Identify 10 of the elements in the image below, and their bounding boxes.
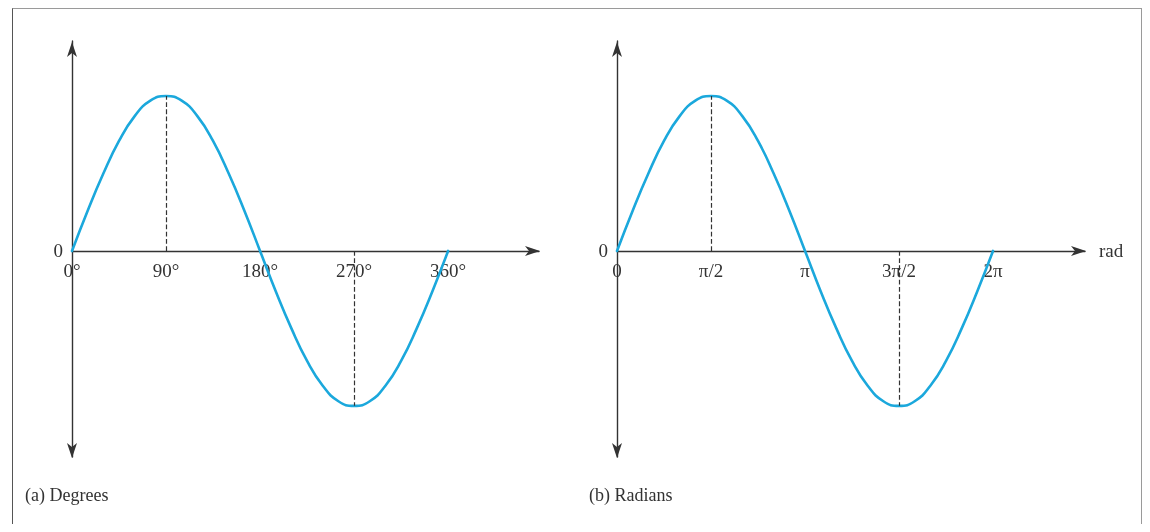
x-tick-label: π/2 bbox=[698, 259, 724, 281]
x-axis-title: rad bbox=[1099, 240, 1124, 262]
text: (a) Degrees bbox=[25, 485, 109, 506]
x-tick-label: π bbox=[800, 259, 811, 281]
text: (b) Radians bbox=[589, 485, 673, 506]
x-tick-label: 90° bbox=[152, 259, 180, 281]
x-tick-label: 270° bbox=[336, 259, 373, 281]
x-tick-label: 3π/2 bbox=[882, 259, 916, 281]
annotation: 0 bbox=[598, 240, 608, 262]
annotation: 0 bbox=[53, 240, 63, 262]
